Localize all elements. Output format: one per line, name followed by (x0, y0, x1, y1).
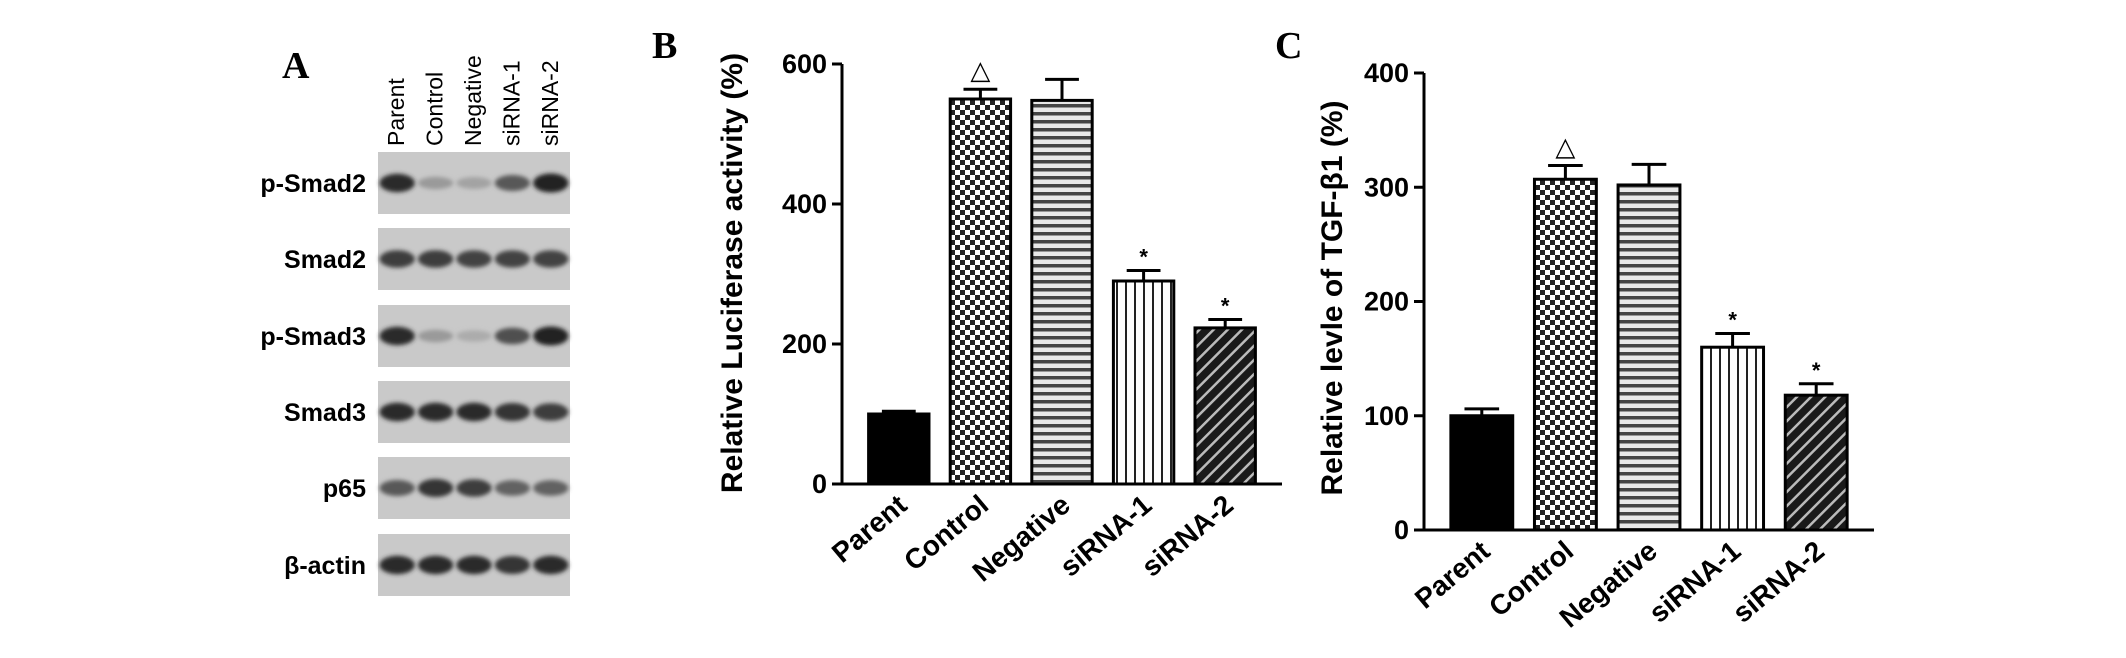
blot-band (379, 555, 415, 575)
lane-labels: Parent Control Negative siRNA-1 siRNA-2 (383, 55, 563, 146)
blot-row-p-smad2: p-Smad2 (260, 152, 570, 214)
panel-c-label: C (1275, 25, 1302, 67)
blot-band (379, 480, 415, 496)
x-tick-label-sirna-1: siRNA-1 (1054, 489, 1157, 583)
lane-label-sirna-2: siRNA-2 (537, 60, 563, 146)
blot-band (379, 173, 415, 193)
panel-b-bar-chart: B Relative Luciferase activity (%) 0 200 4… (652, 25, 1282, 588)
y-tick-label: 300 (1364, 172, 1409, 202)
blot-row-label: p65 (323, 475, 366, 503)
blot-row-label: β-actin (284, 552, 366, 580)
panel-c-y-axis-label: Relative levle of TGF-β1 (%) (1316, 100, 1349, 495)
blot-band (417, 176, 454, 190)
blot-band (417, 329, 454, 343)
blot-band (379, 402, 415, 422)
annotation-control: △ (1555, 133, 1575, 163)
y-tick-label: 400 (1364, 58, 1409, 88)
bar-sirna-2 (1193, 326, 1257, 486)
y-tick-label: 200 (782, 329, 827, 359)
blot-row-label: p-Smad3 (260, 323, 366, 351)
blot-band (417, 555, 454, 575)
bar-parent (867, 412, 931, 486)
y-tick-label: 0 (1394, 515, 1409, 545)
blot-rows: p-Smad2 Smad2 p-Smad3 Smad3 p65 β-actin (260, 152, 570, 596)
panel-c-bar-chart: C Relative levle of TGF-β1 (%) 0 100 200 30… (1275, 25, 1874, 634)
annotation-sirna-1: * (1139, 245, 1148, 270)
blot-row-label: Smad3 (284, 399, 366, 427)
blot-band (494, 327, 531, 345)
blot-band (533, 403, 569, 421)
blot-band (417, 479, 454, 497)
blot-band (456, 177, 492, 189)
blot-band (456, 330, 492, 342)
y-tick-label: 400 (782, 189, 827, 219)
annotation-control: △ (970, 56, 990, 86)
blot-band (456, 402, 492, 422)
panel-b-label: B (652, 25, 677, 67)
panel-b-plot: 0200400600Parent△ControlNegative*siRNA-1… (782, 49, 1282, 588)
x-tick-label-parent: Parent (826, 489, 913, 569)
blot-row-smad2: Smad2 (284, 228, 570, 290)
blot-band (494, 175, 531, 191)
blot-band (456, 555, 492, 575)
blot-band (494, 480, 531, 496)
lane-label-sirna-1: siRNA-1 (498, 60, 524, 146)
blot-band (533, 480, 569, 496)
blot-band (533, 173, 569, 193)
annotation-sirna-2: * (1221, 294, 1230, 319)
bar-negative (1616, 183, 1682, 532)
blot-band (379, 326, 415, 346)
y-tick-label: 100 (1364, 401, 1409, 431)
blot-band (417, 250, 454, 268)
blot-row-label: Smad2 (284, 246, 366, 274)
lane-label-control: Control (422, 72, 448, 146)
annotation-sirna-2: * (1812, 358, 1821, 383)
blot-row-actin: β-actin (284, 534, 570, 596)
panel-a-western-blot: A Parent Control Negative siRNA-1 siRNA-2 p-… (260, 45, 570, 596)
lane-label-negative: Negative (460, 55, 486, 146)
blot-row-label: p-Smad2 (260, 170, 366, 198)
blot-row-p65: p65 (323, 457, 570, 519)
bar-sirna-2 (1783, 393, 1849, 532)
blot-band (456, 250, 492, 268)
blot-band (456, 479, 492, 497)
lane-label-parent: Parent (383, 78, 409, 146)
bar-control (1532, 177, 1598, 532)
panel-c-plot: 0100200300400Parent△ControlNegative*siRN… (1364, 58, 1874, 634)
annotation-sirna-1: * (1728, 307, 1737, 332)
blot-band (533, 555, 569, 575)
bar-sirna-1 (1700, 345, 1766, 532)
bar-negative (1030, 98, 1094, 486)
blot-band (533, 326, 569, 346)
y-tick-label: 200 (1364, 287, 1409, 317)
blot-band (417, 402, 454, 422)
x-tick-label-sirna-2: siRNA-2 (1727, 535, 1830, 629)
y-tick-label: 0 (812, 469, 827, 499)
blot-band (494, 403, 531, 421)
bar-control (948, 97, 1013, 486)
panel-b-y-axis-label: Relative Luciferase activity (%) (716, 53, 749, 493)
panel-a-label: A (282, 45, 310, 87)
blot-band (494, 250, 531, 268)
x-tick-label-parent: Parent (1409, 535, 1496, 615)
x-tick-label-sirna-1: siRNA-1 (1643, 535, 1746, 629)
blot-row-p-smad3: p-Smad3 (260, 305, 570, 367)
x-tick-label-sirna-2: siRNA-2 (1136, 489, 1239, 583)
bar-parent (1449, 414, 1515, 532)
blot-band (379, 250, 415, 268)
blot-row-smad3: Smad3 (284, 381, 570, 443)
y-tick-label: 600 (782, 49, 827, 79)
blot-band (494, 556, 531, 574)
blot-band (533, 250, 569, 268)
bar-sirna-1 (1111, 279, 1176, 486)
